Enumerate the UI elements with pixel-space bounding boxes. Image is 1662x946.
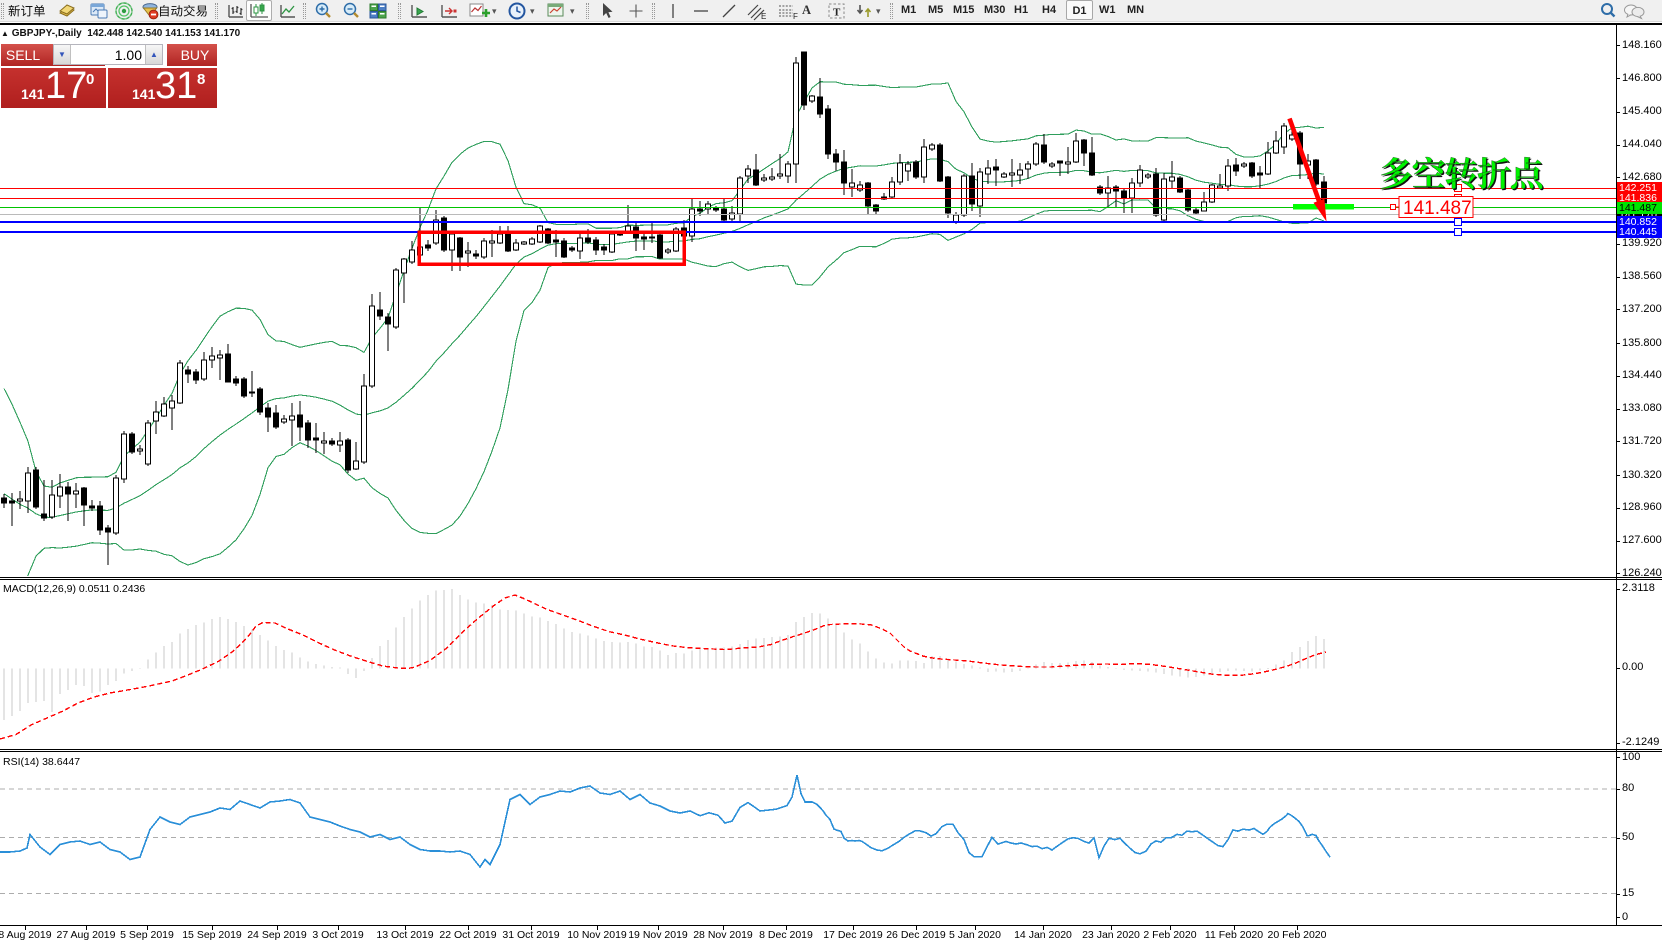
svg-text:RSI(14) 38.6447: RSI(14) 38.6447: [3, 756, 80, 768]
svg-text:F: F: [793, 12, 798, 21]
svg-text:E: E: [761, 12, 766, 21]
svg-text:T: T: [833, 7, 841, 19]
svg-text:141.487: 141.487: [1403, 198, 1472, 219]
svg-text:MACD(12,26,9) 0.0511 0.2436: MACD(12,26,9) 0.0511 0.2436: [3, 583, 145, 595]
